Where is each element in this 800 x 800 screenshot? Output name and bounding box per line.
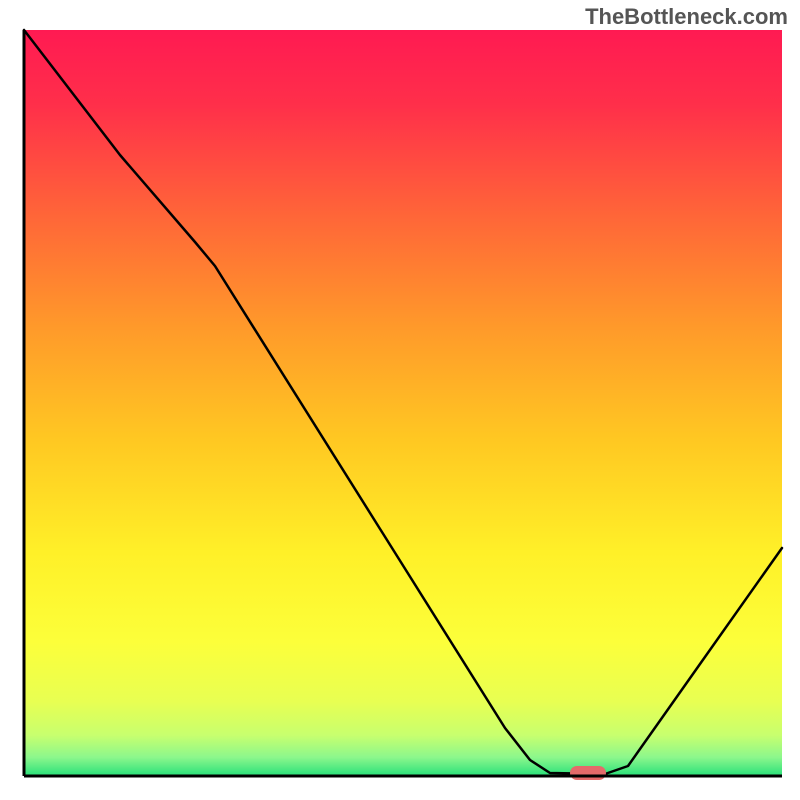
watermark-text: TheBottleneck.com	[585, 4, 788, 30]
optimal-marker	[570, 766, 606, 780]
chart-svg	[0, 0, 800, 800]
gradient-fill	[24, 30, 782, 776]
bottleneck-chart: TheBottleneck.com	[0, 0, 800, 800]
